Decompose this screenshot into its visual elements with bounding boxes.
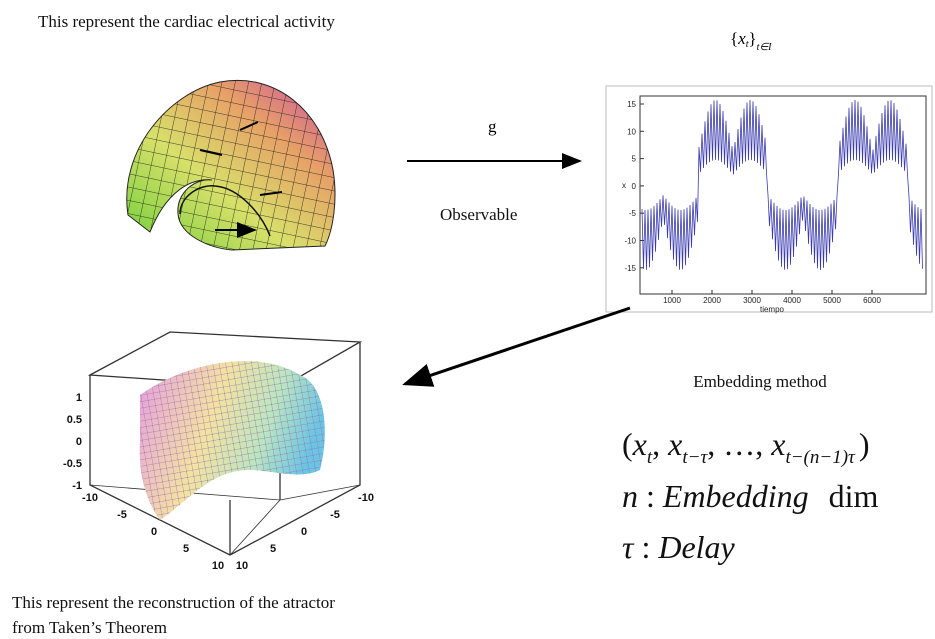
y-tick-label: 15	[627, 100, 636, 109]
y-tick-label: -15	[624, 264, 636, 273]
right-tick-label: -5	[330, 509, 340, 521]
colon: :	[641, 529, 650, 565]
x-tick-label: 3000	[743, 296, 761, 305]
term-sub: t−τ	[682, 447, 708, 468]
z-tick-label: -0.5	[63, 458, 82, 470]
term: x	[770, 426, 785, 462]
term-sub: t−(n−1)τ	[785, 447, 856, 468]
left-tick-label: 5	[183, 543, 189, 555]
x-tick-label: 1000	[663, 296, 681, 305]
z-tick-label: 0.5	[67, 414, 82, 426]
top-caption: This represent the cardiac electrical ac…	[38, 12, 335, 31]
left-tick-label: 0	[151, 526, 157, 538]
bottom-caption: This represent the reconstruction of the…	[12, 593, 335, 612]
x-tick-label: 2000	[703, 296, 721, 305]
x-tick-label: 6000	[863, 296, 881, 305]
word: dim	[829, 478, 879, 514]
time-series-plot: 15 10 5 0 -5 -10 -15 1000 2000 3000 4000 5000 6000 ti…	[606, 86, 932, 314]
paren: )	[859, 426, 870, 462]
y-tick-label: -5	[629, 209, 637, 218]
y-tick-label: 5	[632, 155, 637, 164]
right-tick-label: 10	[236, 560, 248, 572]
y-tick-label: -10	[624, 237, 636, 246]
dimension-line: n : Embedding dim	[622, 478, 879, 514]
left-tick-label: -5	[117, 509, 127, 521]
brace: {	[730, 29, 738, 48]
symbol: n	[622, 478, 638, 514]
bottom-caption: from Taken’s Theorem	[12, 618, 167, 637]
y-tick-label: 0	[632, 182, 637, 191]
brace: }	[749, 29, 757, 48]
y-axis-label: x	[622, 181, 626, 190]
heart-surface	[127, 80, 335, 250]
sep: ,	[707, 426, 715, 462]
right-tick-label: 0	[301, 526, 307, 538]
term: x	[632, 426, 647, 462]
paren: (	[622, 426, 633, 462]
x-tick-label: 5000	[823, 296, 841, 305]
y-tick-label: 10	[627, 127, 636, 136]
name: Delay	[657, 529, 735, 565]
series-set: {xt}t∈I	[730, 29, 772, 53]
diagram: This represent the cardiac electrical ac…	[0, 0, 935, 639]
embedding-label: Embedding method	[693, 372, 827, 391]
colon: :	[646, 478, 655, 514]
right-tick-label: -10	[358, 492, 374, 504]
sep: ,	[652, 426, 660, 462]
left-tick-label: -10	[82, 492, 98, 504]
term: x	[667, 426, 682, 462]
x-tick-label: 4000	[783, 296, 801, 305]
delay-line: τ : Delay	[622, 529, 736, 565]
map-symbol: g	[488, 117, 497, 136]
map-label: Observable	[440, 205, 517, 224]
z-tick-label: 1	[76, 392, 82, 404]
z-tick-label: 0	[76, 436, 82, 448]
left-tick-label: 10	[212, 560, 224, 572]
symbol: τ	[622, 529, 635, 565]
z-tick-label: -1	[72, 480, 82, 492]
x-axis-label: tiempo	[760, 305, 785, 314]
right-tick-label: 5	[270, 543, 276, 555]
term: …	[723, 426, 755, 462]
index: t∈I	[757, 42, 772, 53]
embedding-formula: (xt, xt−τ, …, xt−(n−1)τ)	[622, 426, 870, 468]
sep: ,	[755, 426, 763, 462]
embed-arrow	[405, 308, 630, 384]
name: Embedding	[662, 478, 809, 514]
